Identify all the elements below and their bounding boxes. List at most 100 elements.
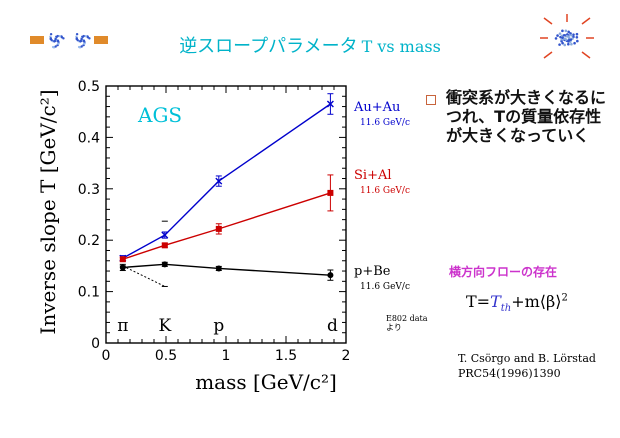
y-tick-label: 0.4 bbox=[78, 130, 100, 146]
collision-particle bbox=[576, 39, 579, 43]
collision-particle bbox=[570, 42, 573, 46]
particle-label-π: π bbox=[117, 316, 128, 336]
nucleus-particle bbox=[55, 35, 58, 39]
data-point bbox=[161, 242, 168, 249]
series-line bbox=[122, 103, 331, 259]
series-label: Si+Al bbox=[354, 168, 392, 183]
data-point bbox=[215, 265, 222, 272]
particle-label-K: K bbox=[158, 316, 171, 336]
nucleus-particle bbox=[53, 40, 56, 43]
collision-particle bbox=[575, 35, 579, 39]
formula-tth-letter: T bbox=[490, 292, 501, 311]
series-line bbox=[122, 263, 331, 276]
extra-points-line bbox=[122, 265, 166, 287]
nucleus-particle bbox=[54, 45, 57, 48]
data-point bbox=[215, 177, 223, 185]
title-main: 逆スロープパラメータ bbox=[179, 36, 358, 57]
collision-particle bbox=[575, 32, 579, 36]
series-label: Au+Au bbox=[353, 100, 400, 115]
series-energy-label: 11.6 GeV/c bbox=[360, 282, 410, 292]
collision-particle bbox=[558, 32, 562, 35]
chart-title: AGS bbox=[137, 103, 182, 127]
nucleus-particle bbox=[51, 45, 55, 49]
y-tick-label: 0.5 bbox=[78, 79, 100, 95]
collision-particle bbox=[558, 43, 561, 46]
flow-label: 横方向フローの存在 bbox=[449, 265, 558, 279]
nucleus-particle bbox=[82, 42, 86, 45]
data-point bbox=[326, 100, 334, 108]
collision-particle bbox=[564, 38, 568, 41]
bullet-text: 衝突系が大きくなるにつれ、Tの質量依存性が大きくなっていく bbox=[446, 88, 607, 145]
collision-arrow bbox=[543, 17, 553, 25]
data-point bbox=[327, 189, 334, 196]
particle-label-d: d bbox=[327, 316, 338, 336]
nucleus-particle bbox=[79, 40, 82, 43]
nucleus-particle bbox=[49, 32, 53, 36]
collision-arrow bbox=[581, 51, 591, 59]
nucleus-particle bbox=[49, 37, 53, 40]
nucleus-particle bbox=[75, 37, 79, 40]
title-sub: T vs mass bbox=[361, 37, 441, 56]
nucleus-particle bbox=[56, 42, 60, 45]
x-tick-label: 1 bbox=[222, 348, 231, 364]
data-point bbox=[119, 256, 126, 263]
nucleus-particle bbox=[60, 36, 64, 39]
x-tick-label: 0.5 bbox=[155, 348, 177, 364]
formula-tth-sub: th bbox=[500, 303, 512, 315]
nucleus-particle bbox=[80, 45, 83, 48]
x-axis-label: mass [GeV/c²] bbox=[195, 370, 337, 394]
collision-particle bbox=[564, 29, 568, 33]
collision-particle bbox=[565, 34, 569, 38]
data-point bbox=[215, 225, 222, 232]
collision-particle bbox=[567, 38, 571, 42]
collision-particle bbox=[560, 39, 563, 43]
arrow-right-icon bbox=[30, 36, 44, 44]
reference-journal: PRC54(1996)1390 bbox=[458, 367, 561, 380]
series-line bbox=[122, 192, 331, 260]
series-energy-label: 11.6 GeV/c bbox=[360, 186, 410, 196]
collision-particle bbox=[554, 37, 558, 40]
nucleus-particle bbox=[58, 34, 62, 38]
formula-rest: +m⟨β⟩ bbox=[511, 292, 562, 311]
y-axis-label: Inverse slope T [GeV/c²] bbox=[36, 89, 60, 334]
collision-particle bbox=[563, 43, 567, 47]
collision-left-icon bbox=[30, 32, 108, 49]
collision-particle bbox=[567, 42, 570, 46]
bullet-checkbox-icon bbox=[426, 95, 436, 105]
collision-particle bbox=[556, 34, 559, 37]
formula-tth: Tth bbox=[490, 292, 512, 315]
data-source-line-1: E802 data bbox=[386, 314, 428, 323]
nucleus-particle bbox=[86, 36, 90, 39]
nucleus-particle bbox=[50, 38, 53, 42]
nucleus-particle bbox=[82, 39, 86, 43]
nucleus-particle bbox=[75, 32, 79, 36]
series-label: p+Be bbox=[354, 264, 391, 279]
formula-lhs: T= bbox=[466, 292, 491, 311]
collision-particle bbox=[573, 41, 576, 45]
nucleus-particle bbox=[81, 35, 84, 39]
collision-particle bbox=[561, 29, 564, 33]
collision-particle bbox=[561, 41, 564, 45]
collision-right-icon bbox=[540, 14, 594, 59]
data-point bbox=[119, 264, 126, 271]
collision-particle bbox=[567, 30, 570, 34]
collision-particle bbox=[570, 33, 573, 37]
data-source-line-2: より bbox=[386, 323, 402, 332]
collision-arrow bbox=[581, 17, 591, 25]
reference-authors: T. Csörgo and B. Lörstad bbox=[458, 352, 596, 365]
page-title: 逆スロープパラメータ T vs mass bbox=[0, 32, 620, 58]
data-point bbox=[161, 231, 169, 239]
y-tick-label: 0.3 bbox=[78, 182, 100, 198]
y-tick-label: 0 bbox=[91, 336, 100, 352]
collision-particle bbox=[561, 36, 564, 39]
arrow-left-icon bbox=[94, 36, 108, 44]
collision-arrow bbox=[543, 51, 553, 59]
x-tick-label: 0 bbox=[102, 348, 111, 364]
x-tick-label: 1.5 bbox=[275, 348, 297, 364]
nucleus-particle bbox=[84, 34, 88, 38]
data-source-note: E802 data より bbox=[386, 314, 428, 332]
formula: T=Tth+m⟨β⟩2 bbox=[466, 292, 568, 314]
nucleus-particle bbox=[77, 45, 81, 49]
series-energy-label: 11.6 GeV/c bbox=[360, 118, 410, 128]
